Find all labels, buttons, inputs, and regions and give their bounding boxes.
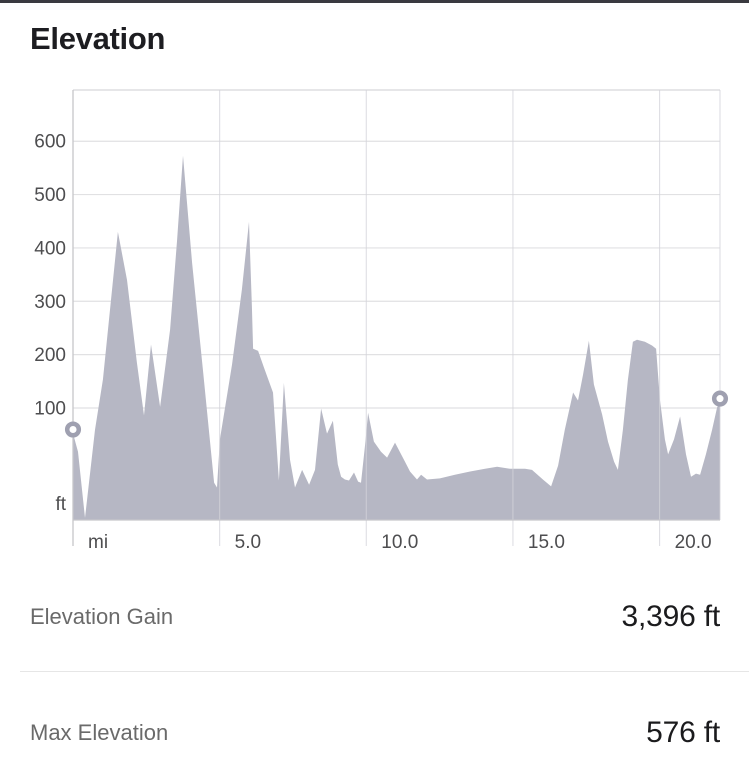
page-title: Elevation: [30, 21, 166, 56]
x-tick-label: 20.0: [675, 532, 712, 553]
y-tick-label: 500: [34, 185, 66, 206]
elevation-gain-label: Elevation Gain: [30, 604, 174, 629]
max-elevation-value: 576 ft: [646, 716, 720, 749]
x-tick-label: 5.0: [235, 532, 261, 553]
elevation-area: [73, 155, 720, 520]
x-axis-unit-label: mi: [88, 532, 108, 553]
end-point-marker: [711, 390, 729, 407]
y-tick-label: 600: [34, 132, 66, 153]
y-axis-unit-label: ft: [55, 494, 66, 515]
max-elevation-label: Max Elevation: [30, 720, 169, 745]
elevation-gain-value: 3,396 ft: [621, 600, 721, 633]
top-divider: [0, 0, 749, 3]
start-point-marker: [64, 421, 82, 438]
stat-row-max-elevation: Max Elevation 576 ft: [30, 704, 720, 762]
elevation-chart[interactable]: 600 500 400 300 200 100 ft 5.0 10.0 15.0 20.0 mi: [0, 0, 749, 558]
y-tick-label: 100: [34, 398, 66, 419]
y-tick-label: 200: [34, 345, 66, 366]
x-tick-label: 10.0: [381, 532, 418, 553]
stats-divider: [20, 671, 749, 672]
stat-row-elevation-gain: Elevation Gain 3,396 ft: [30, 588, 720, 646]
y-tick-label: 400: [34, 238, 66, 259]
x-tick-label: 15.0: [528, 532, 565, 553]
y-tick-label: 300: [34, 292, 66, 313]
elevation-chart-svg: 600 500 400 300 200 100 ft 5.0 10.0 15.0 20.0 mi: [34, 89, 729, 553]
